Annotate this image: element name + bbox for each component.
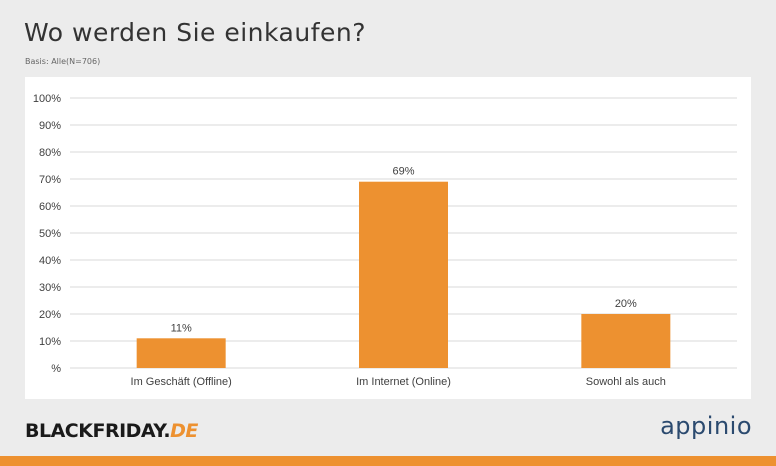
- y-tick-label: 80%: [39, 147, 61, 159]
- y-tick-label: 20%: [39, 309, 61, 321]
- y-tick-label: 10%: [39, 336, 61, 348]
- bar-chart: % 10% 20% 30% 40% 50% 60% 70% 80% 90% 100% 11% 69% 2…: [33, 93, 737, 388]
- y-tick-label: 30%: [39, 282, 61, 294]
- y-tick-label: 50%: [39, 228, 61, 240]
- y-tick-label: 90%: [39, 120, 61, 132]
- chart-subtitle: Basis: Alle(N=706): [25, 57, 101, 66]
- data-label: 11%: [171, 322, 192, 334]
- y-tick-label: 40%: [39, 255, 61, 267]
- bar: [581, 314, 671, 368]
- x-tick-label: Sowohl als auch: [586, 376, 666, 388]
- y-tick-label: 100%: [33, 93, 61, 105]
- blackfriday-logo-accent: DE: [170, 420, 198, 442]
- data-label: 20%: [615, 298, 637, 310]
- appinio-logo: appinio: [660, 412, 752, 440]
- x-tick-label: Im Internet (Online): [356, 376, 451, 388]
- y-tick-label: 60%: [39, 201, 61, 213]
- bar: [136, 338, 226, 368]
- x-tick-label: Im Geschäft (Offline): [131, 376, 232, 388]
- blackfriday-logo: BLACKFRIDAY.DE: [25, 420, 198, 442]
- chart-panel: % 10% 20% 30% 40% 50% 60% 70% 80% 90% 100% 11% 69% 2…: [25, 77, 751, 399]
- bottom-accent-bar: [0, 456, 776, 466]
- chart-title: Wo werden Sie einkaufen?: [24, 18, 367, 47]
- y-tick-label: %: [51, 363, 61, 375]
- bar: [359, 181, 448, 368]
- data-label: 69%: [392, 166, 414, 178]
- y-tick-label: 70%: [39, 174, 61, 186]
- blackfriday-logo-main: BLACKFRIDAY.: [25, 420, 171, 442]
